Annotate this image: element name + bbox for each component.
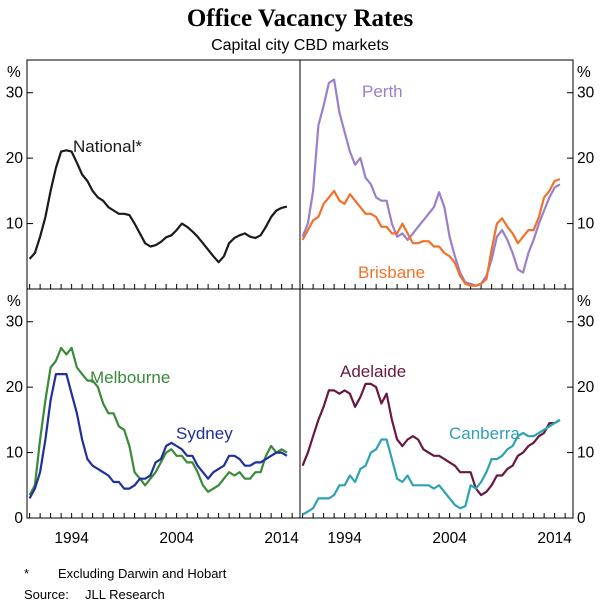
y-unit-label-left: % [7, 293, 21, 310]
y-tick-label-left: 0 [14, 510, 23, 527]
series-label-canberra: Canberra [449, 424, 520, 443]
chart-title: Office Vacancy Rates [187, 5, 414, 32]
y-tick-label-left: 20 [6, 379, 24, 396]
y-unit-label-right: % [577, 64, 591, 81]
series-line-national [28, 149, 288, 264]
series-label-perth: Perth [362, 82, 403, 101]
series-label-adelaide: Adelaide [340, 362, 406, 381]
x-tick-label: 1994 [327, 530, 362, 547]
x-tick-label: 1994 [54, 530, 89, 547]
y-unit-label-right: % [577, 293, 591, 310]
y-tick-label-left: 10 [6, 445, 24, 462]
footnote-text: Excluding Darwin and Hobart [58, 566, 227, 581]
series-line-melbourne [28, 346, 288, 496]
y-tick-label-left: 10 [6, 216, 24, 233]
footnote-marker: * [24, 566, 29, 581]
series-label-sydney: Sydney [176, 424, 233, 443]
series-label-melbourne: Melbourne [90, 368, 170, 387]
series-line-brisbane [301, 178, 561, 287]
x-tick-label: 2014 [537, 530, 572, 547]
series-line-adelaide [301, 382, 561, 497]
source-text: JLL Research [85, 587, 165, 602]
series-label-national: National* [73, 137, 142, 156]
y-tick-label-right: 30 [577, 314, 595, 331]
x-tick-label: 2004 [159, 530, 194, 547]
series-label-brisbane: Brisbane [358, 263, 425, 282]
y-tick-label-right: 30 [577, 85, 595, 102]
series-line-canberra [302, 418, 561, 516]
y-tick-label-right: 0 [577, 510, 586, 527]
y-tick-label-left: 30 [6, 85, 24, 102]
series-line-perth [301, 78, 561, 287]
series-line-sydney [28, 373, 288, 499]
y-tick-label-right: 20 [577, 150, 595, 167]
series-lines-layer [28, 78, 561, 516]
y-unit-label-left: % [7, 64, 21, 81]
x-tick-label: 2004 [432, 530, 467, 547]
y-tick-label-right: 20 [577, 379, 595, 396]
y-tick-label-right: 10 [577, 216, 595, 233]
source-label: Source: [24, 587, 69, 602]
y-tick-label-right: 10 [577, 445, 595, 462]
chart-subtitle: Capital city CBD markets [211, 37, 389, 54]
y-tick-label-left: 30 [6, 314, 24, 331]
axes-layer: 10 10 20 20 30 30% % 0 0 10 10 20 20 30 30% % 1994 2004 20… [6, 64, 595, 547]
y-tick-label-left: 20 [6, 150, 24, 167]
chart-frame [26, 59, 574, 519]
x-tick-label: 2014 [264, 530, 299, 547]
